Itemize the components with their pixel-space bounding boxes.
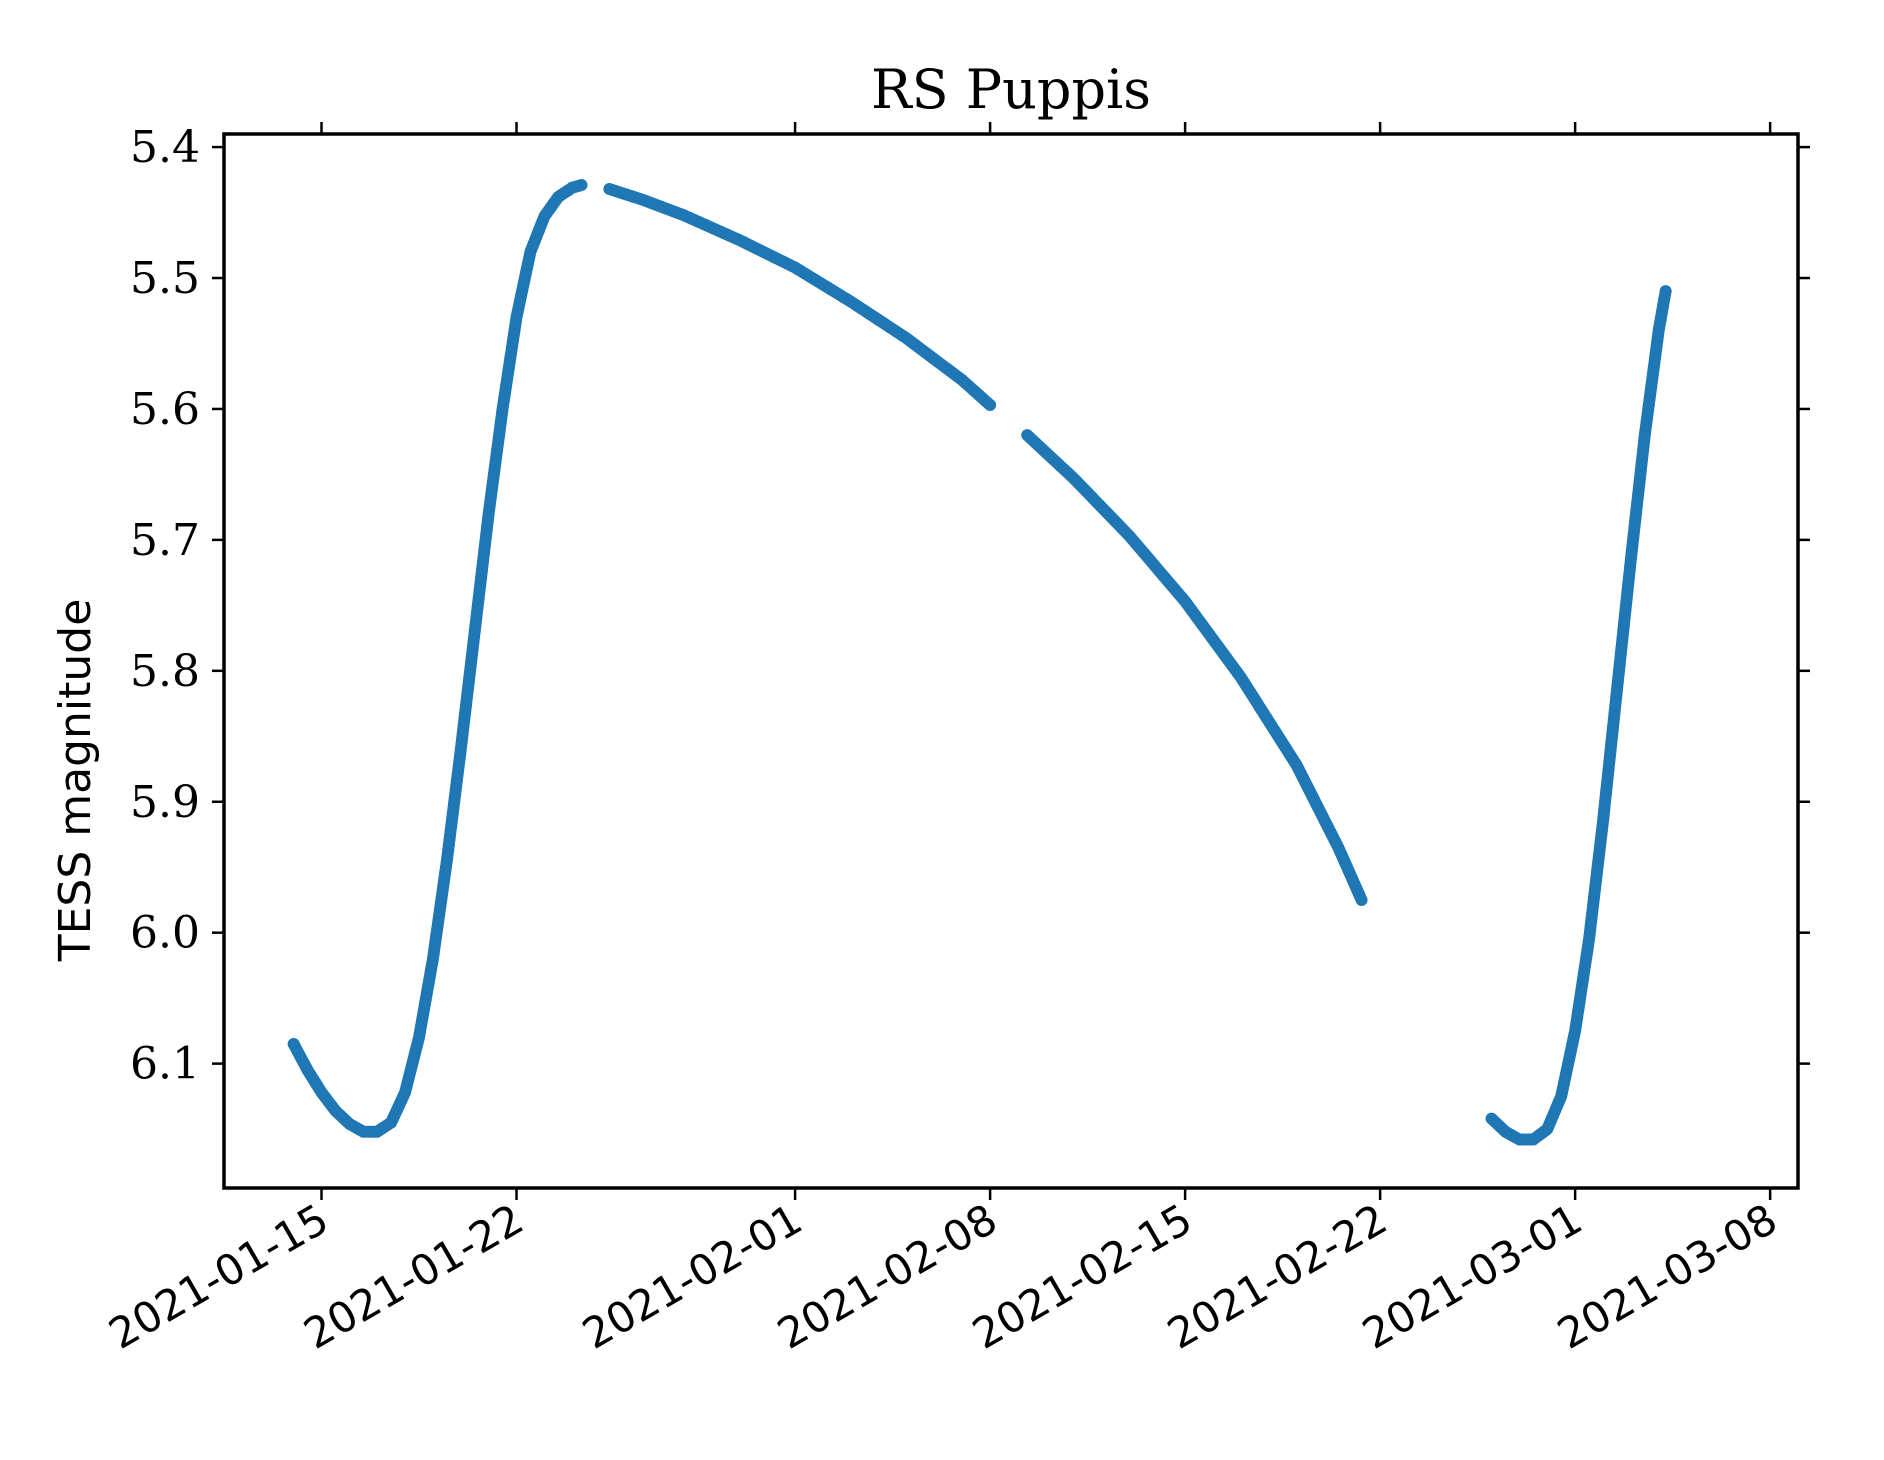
y-tick-label: 5.6 (130, 384, 200, 435)
y-tick-label: 5.5 (130, 253, 200, 304)
y-tick-label: 6.1 (130, 1039, 200, 1090)
y-tick-label: 6.0 (130, 908, 200, 959)
data-point (575, 179, 588, 192)
plot-frame (222, 132, 1800, 1190)
data-point (984, 399, 997, 412)
chart-title: RS Puppis (871, 58, 1151, 121)
data-point (1659, 285, 1672, 298)
data-point (1355, 893, 1368, 906)
y-tick-label: 5.8 (130, 646, 200, 697)
data-marks (287, 179, 1672, 1146)
y-tick-label: 5.4 (130, 122, 200, 173)
y-tick-label: 5.7 (130, 515, 200, 566)
y-tick-label: 5.9 (130, 777, 200, 828)
y-axis-label: TESS magnitude (50, 599, 101, 963)
y-axis-ticks: 5.4 5.5 5.6 5.7 5.8 5.9 6.0 6.1 (130, 122, 1810, 1090)
